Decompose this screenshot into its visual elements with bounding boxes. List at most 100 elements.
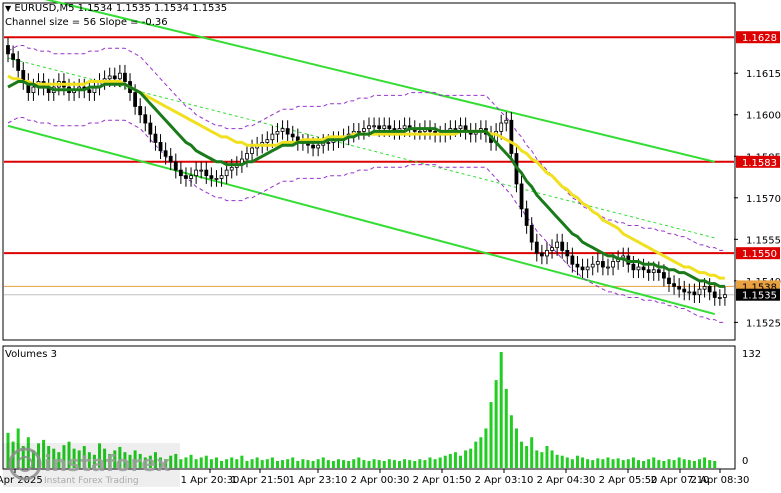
volume-bar bbox=[316, 459, 320, 468]
volume-bar bbox=[42, 439, 46, 468]
x-tick-label: 2 Apr 03:10 bbox=[475, 475, 534, 486]
candle-body bbox=[682, 288, 687, 293]
volume-bar bbox=[225, 459, 229, 468]
volume-bar bbox=[687, 460, 691, 468]
candle-body bbox=[245, 153, 249, 160]
volume-bar bbox=[631, 457, 635, 468]
candle-body bbox=[387, 125, 392, 129]
volume-bar bbox=[250, 459, 254, 468]
candle-body bbox=[687, 291, 692, 294]
volume-bar bbox=[77, 450, 81, 468]
candle-body bbox=[117, 72, 122, 80]
volume-bar bbox=[509, 415, 513, 468]
volume-bar bbox=[148, 455, 152, 468]
volume-panel-title: Volumes 3 bbox=[5, 349, 57, 360]
volume-bar bbox=[453, 452, 457, 468]
volume-bar bbox=[657, 460, 661, 468]
current-price-tag-label: 1.1535 bbox=[742, 291, 777, 302]
volume-bar bbox=[647, 459, 651, 468]
candle-body bbox=[107, 75, 112, 80]
volume-bar bbox=[398, 460, 402, 468]
candle-body bbox=[209, 175, 214, 179]
volume-bar bbox=[520, 441, 524, 468]
volume-bar bbox=[52, 448, 56, 468]
volume-bar bbox=[143, 457, 147, 468]
candle-body bbox=[16, 58, 21, 71]
volume-bar bbox=[336, 459, 340, 468]
candle-body bbox=[311, 144, 315, 149]
volume-bar bbox=[311, 460, 315, 468]
candle-body bbox=[377, 125, 382, 129]
candle-body bbox=[600, 261, 605, 268]
candle-body bbox=[316, 144, 321, 149]
volume-bar bbox=[138, 453, 142, 468]
candle-body bbox=[290, 133, 295, 138]
candle-body bbox=[6, 45, 10, 55]
volume-bar bbox=[611, 459, 615, 468]
channel-info: Channel size = 56 Slope = -0.36 bbox=[5, 17, 168, 28]
volume-bar bbox=[169, 455, 173, 468]
candle-body bbox=[723, 294, 727, 298]
volume-bar bbox=[179, 459, 183, 468]
candle-body bbox=[534, 241, 539, 254]
volume-bar bbox=[306, 460, 310, 468]
volume-bar bbox=[428, 457, 432, 468]
volume-bar bbox=[92, 454, 96, 468]
volume-bar bbox=[240, 455, 244, 468]
volume-bar bbox=[667, 459, 671, 468]
volume-bar bbox=[438, 457, 442, 468]
volume-bar bbox=[581, 457, 585, 468]
volume-panel-frame bbox=[2, 345, 736, 470]
candle-body bbox=[199, 169, 204, 172]
volume-bar bbox=[214, 457, 218, 468]
volume-bar bbox=[286, 459, 290, 468]
candle-body bbox=[636, 266, 641, 271]
volume-bar bbox=[504, 388, 508, 468]
candle-body bbox=[509, 119, 514, 154]
candle-body bbox=[590, 263, 595, 268]
volume-bar bbox=[133, 450, 137, 468]
volume-bar bbox=[98, 443, 102, 468]
volume-bar bbox=[352, 459, 356, 468]
candle-body bbox=[539, 252, 544, 257]
volume-bar bbox=[26, 437, 30, 468]
candle-body bbox=[219, 175, 224, 179]
volume-bar bbox=[189, 454, 193, 468]
price-tag-label: 1.1538 bbox=[742, 282, 777, 293]
volume-bar bbox=[16, 428, 20, 468]
candle-body bbox=[214, 178, 219, 180]
x-tick-label: 2 Apr 04:30 bbox=[537, 475, 596, 486]
volume-bar bbox=[128, 454, 132, 468]
volume-bar bbox=[692, 460, 696, 468]
volume-scale-min: 0 bbox=[742, 456, 749, 467]
candle-body bbox=[275, 130, 280, 135]
candle-body bbox=[631, 263, 636, 271]
candle-body bbox=[265, 139, 270, 143]
volume-bar bbox=[62, 445, 66, 468]
volume-bar bbox=[367, 460, 371, 468]
y-tick-label: 1.1570 bbox=[746, 194, 781, 205]
volume-bar bbox=[296, 460, 300, 468]
level-tag-box bbox=[736, 31, 780, 44]
level-tag-box bbox=[736, 155, 780, 168]
price-panel-frame bbox=[2, 2, 736, 341]
volume-bar bbox=[87, 452, 91, 468]
volume-bar bbox=[535, 450, 539, 468]
volume-bar bbox=[697, 459, 701, 468]
candle-body bbox=[417, 130, 422, 133]
level-tag-label: 1.1583 bbox=[742, 158, 777, 169]
candle-body bbox=[356, 130, 361, 133]
volume-bar bbox=[713, 460, 717, 468]
x-tick-label: 2 Apr 05:50 bbox=[599, 475, 658, 486]
volume-bar bbox=[591, 460, 595, 468]
collapse-triangle-icon[interactable]: ▼ bbox=[5, 4, 12, 13]
candle-body bbox=[11, 53, 15, 60]
volume-scale-max: 132 bbox=[742, 349, 762, 360]
logo-brand-text: instaforex bbox=[44, 452, 170, 477]
volume-bar bbox=[184, 457, 188, 468]
candle-body bbox=[707, 285, 712, 293]
level-tag-label: 1.1550 bbox=[742, 249, 777, 260]
volume-bar bbox=[291, 457, 295, 468]
volume-bar bbox=[164, 459, 168, 468]
volume-bar bbox=[621, 460, 625, 468]
